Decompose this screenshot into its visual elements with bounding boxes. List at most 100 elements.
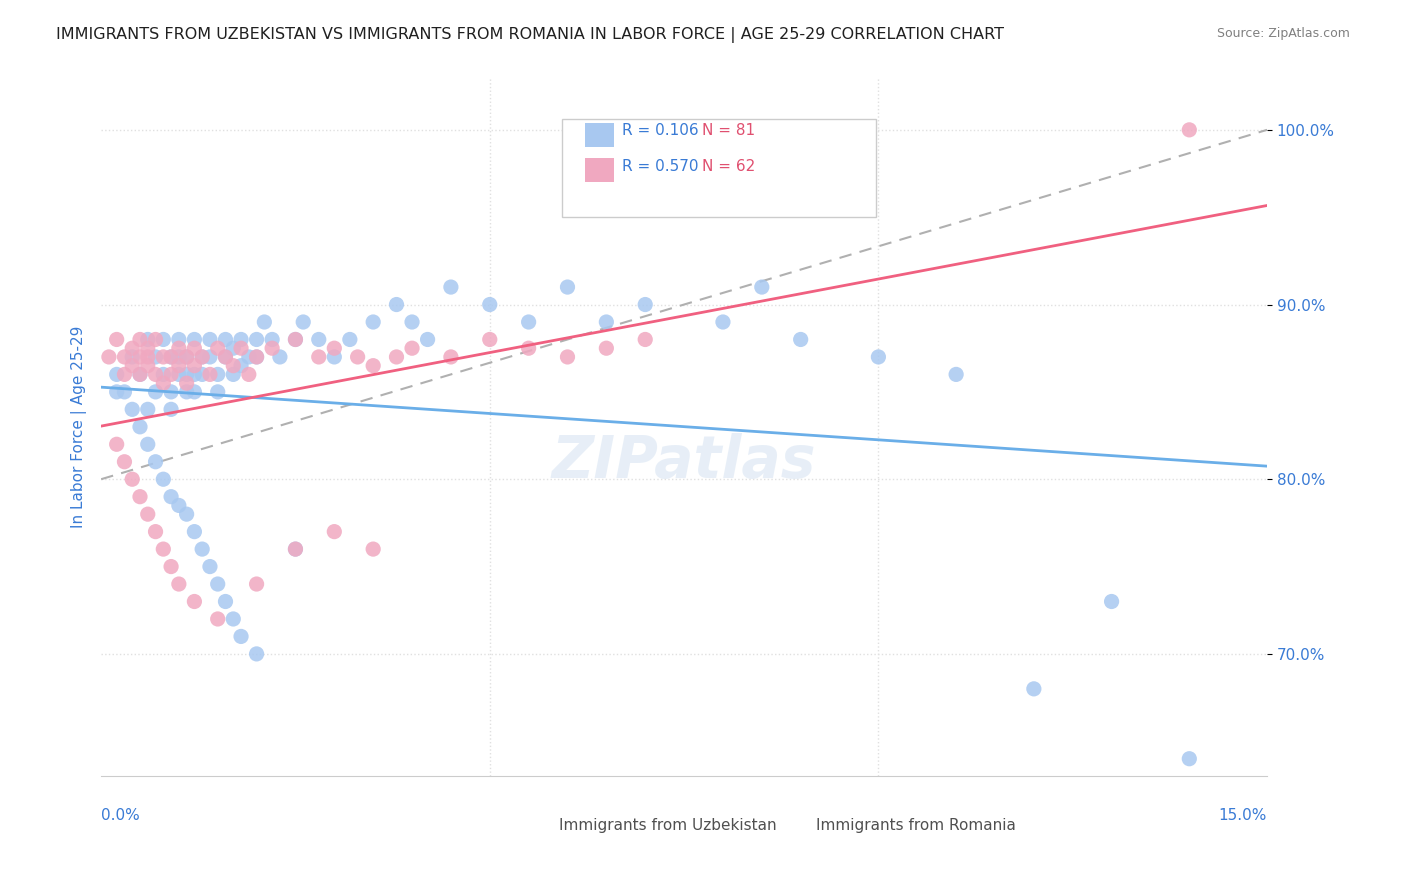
- Point: [176, 507, 198, 521]
- Point: [176, 384, 198, 399]
- Point: [634, 333, 657, 347]
- Point: [121, 472, 143, 486]
- Point: [229, 629, 252, 643]
- Point: [292, 315, 315, 329]
- Point: [191, 368, 214, 382]
- Point: [129, 350, 152, 364]
- Point: [152, 542, 174, 557]
- Point: [105, 384, 128, 399]
- Text: Immigrants from Romania: Immigrants from Romania: [815, 818, 1015, 833]
- Text: N = 81: N = 81: [702, 123, 755, 137]
- Point: [136, 402, 159, 417]
- Point: [222, 341, 245, 355]
- Point: [711, 315, 734, 329]
- Point: [245, 333, 267, 347]
- Point: [129, 333, 152, 347]
- Point: [167, 499, 190, 513]
- Text: IMMIGRANTS FROM UZBEKISTAN VS IMMIGRANTS FROM ROMANIA IN LABOR FORCE | AGE 25-29: IMMIGRANTS FROM UZBEKISTAN VS IMMIGRANTS…: [56, 27, 1004, 43]
- Point: [152, 350, 174, 364]
- Point: [183, 594, 205, 608]
- Point: [284, 542, 307, 557]
- Point: [284, 542, 307, 557]
- Point: [245, 350, 267, 364]
- Text: R = 0.570: R = 0.570: [623, 159, 699, 174]
- Point: [121, 350, 143, 364]
- Point: [323, 350, 346, 364]
- Point: [214, 594, 236, 608]
- Point: [323, 341, 346, 355]
- Point: [229, 359, 252, 373]
- Point: [145, 350, 167, 364]
- Y-axis label: In Labor Force | Age 25-29: In Labor Force | Age 25-29: [72, 326, 87, 528]
- Point: [129, 419, 152, 434]
- Point: [198, 368, 221, 382]
- Point: [308, 350, 330, 364]
- Point: [114, 368, 136, 382]
- Point: [183, 368, 205, 382]
- FancyBboxPatch shape: [520, 807, 550, 829]
- Point: [183, 359, 205, 373]
- Point: [440, 280, 463, 294]
- FancyBboxPatch shape: [585, 158, 614, 182]
- Text: Immigrants from Uzbekistan: Immigrants from Uzbekistan: [560, 818, 778, 833]
- Point: [262, 341, 284, 355]
- Point: [160, 490, 183, 504]
- Point: [361, 359, 384, 373]
- Point: [167, 577, 190, 591]
- Point: [401, 315, 423, 329]
- Point: [269, 350, 291, 364]
- FancyBboxPatch shape: [778, 807, 807, 829]
- Point: [385, 350, 408, 364]
- Point: [207, 384, 229, 399]
- Point: [517, 315, 540, 329]
- Point: [595, 341, 617, 355]
- Point: [114, 384, 136, 399]
- Point: [145, 368, 167, 382]
- Point: [136, 437, 159, 451]
- Point: [557, 280, 579, 294]
- Point: [105, 333, 128, 347]
- Point: [222, 359, 245, 373]
- Point: [339, 333, 361, 347]
- Point: [308, 333, 330, 347]
- Point: [361, 315, 384, 329]
- FancyBboxPatch shape: [561, 120, 876, 217]
- Point: [160, 559, 183, 574]
- Point: [245, 647, 267, 661]
- Point: [129, 490, 152, 504]
- Point: [253, 315, 276, 329]
- FancyBboxPatch shape: [585, 123, 614, 147]
- Point: [136, 507, 159, 521]
- Point: [121, 402, 143, 417]
- Point: [167, 368, 190, 382]
- Point: [245, 577, 267, 591]
- Point: [229, 333, 252, 347]
- Point: [176, 350, 198, 364]
- Point: [1178, 123, 1201, 137]
- Point: [160, 384, 183, 399]
- Point: [121, 359, 143, 373]
- Point: [207, 368, 229, 382]
- Point: [1178, 752, 1201, 766]
- Point: [595, 315, 617, 329]
- Point: [145, 333, 167, 347]
- Point: [114, 455, 136, 469]
- Point: [222, 612, 245, 626]
- Point: [105, 437, 128, 451]
- Point: [634, 297, 657, 311]
- Point: [136, 359, 159, 373]
- Point: [478, 333, 501, 347]
- Point: [160, 368, 183, 382]
- Point: [176, 350, 198, 364]
- Point: [198, 559, 221, 574]
- Point: [214, 350, 236, 364]
- Point: [262, 333, 284, 347]
- Point: [207, 612, 229, 626]
- Point: [323, 524, 346, 539]
- Point: [145, 455, 167, 469]
- Point: [129, 368, 152, 382]
- Point: [238, 368, 260, 382]
- Point: [145, 524, 167, 539]
- Point: [160, 350, 183, 364]
- Point: [183, 333, 205, 347]
